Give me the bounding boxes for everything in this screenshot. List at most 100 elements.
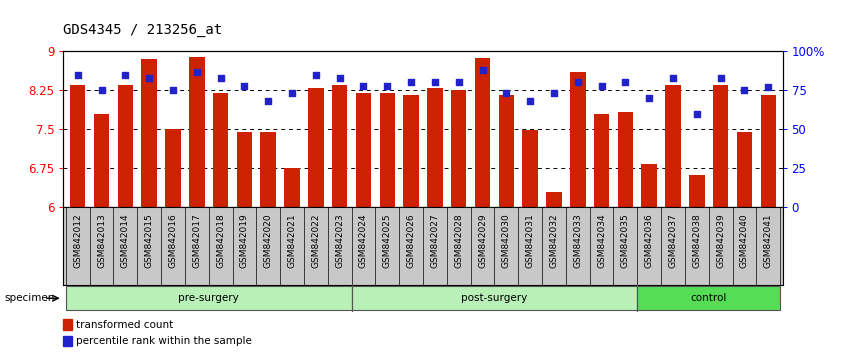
Text: pre-surgery: pre-surgery bbox=[179, 293, 239, 303]
Bar bbox=[665, 85, 681, 207]
Bar bbox=[618, 112, 633, 207]
Text: control: control bbox=[690, 293, 727, 303]
Point bbox=[71, 72, 85, 78]
FancyBboxPatch shape bbox=[66, 286, 352, 310]
Bar bbox=[70, 85, 85, 207]
Bar bbox=[355, 93, 371, 207]
FancyBboxPatch shape bbox=[352, 286, 637, 310]
Point bbox=[261, 98, 275, 104]
Text: post-surgery: post-surgery bbox=[461, 293, 528, 303]
Point bbox=[190, 69, 204, 74]
Point bbox=[761, 84, 775, 90]
Bar bbox=[737, 132, 752, 207]
Text: GSM842039: GSM842039 bbox=[717, 213, 725, 268]
Text: GSM842032: GSM842032 bbox=[549, 213, 558, 268]
Text: GSM842028: GSM842028 bbox=[454, 213, 464, 268]
Text: GSM842020: GSM842020 bbox=[264, 213, 272, 268]
Bar bbox=[689, 175, 705, 207]
Bar bbox=[118, 85, 133, 207]
Text: GSM842026: GSM842026 bbox=[407, 213, 415, 268]
Point bbox=[714, 75, 728, 81]
Bar bbox=[570, 72, 585, 207]
Text: GSM842029: GSM842029 bbox=[478, 213, 487, 268]
Text: GSM842035: GSM842035 bbox=[621, 213, 630, 268]
Point bbox=[357, 83, 371, 88]
Text: GSM842027: GSM842027 bbox=[431, 213, 439, 268]
Text: GSM842024: GSM842024 bbox=[359, 213, 368, 268]
Bar bbox=[761, 96, 776, 207]
Text: GSM842033: GSM842033 bbox=[574, 213, 582, 268]
FancyBboxPatch shape bbox=[637, 286, 780, 310]
Bar bbox=[165, 129, 181, 207]
Text: GSM842012: GSM842012 bbox=[74, 213, 82, 268]
Bar bbox=[237, 132, 252, 207]
Point bbox=[475, 67, 489, 73]
Point bbox=[95, 87, 108, 93]
Point bbox=[571, 80, 585, 85]
Text: GSM842034: GSM842034 bbox=[597, 213, 606, 268]
Text: GSM842041: GSM842041 bbox=[764, 213, 772, 268]
Point bbox=[524, 98, 537, 104]
Text: GSM842021: GSM842021 bbox=[288, 213, 297, 268]
Point bbox=[452, 80, 465, 85]
Text: transformed count: transformed count bbox=[76, 320, 173, 330]
Bar bbox=[713, 85, 728, 207]
Bar bbox=[547, 192, 562, 207]
Bar bbox=[594, 114, 609, 207]
Text: GSM842017: GSM842017 bbox=[192, 213, 201, 268]
Text: GSM842013: GSM842013 bbox=[97, 213, 106, 268]
Point bbox=[428, 80, 442, 85]
Point bbox=[500, 91, 514, 96]
Text: GSM842022: GSM842022 bbox=[311, 213, 321, 268]
Point bbox=[547, 91, 561, 96]
Bar bbox=[141, 59, 157, 207]
Text: GSM842040: GSM842040 bbox=[740, 213, 749, 268]
Text: GSM842025: GSM842025 bbox=[382, 213, 392, 268]
Text: percentile rank within the sample: percentile rank within the sample bbox=[76, 336, 252, 346]
Point bbox=[309, 72, 322, 78]
Text: GSM842015: GSM842015 bbox=[145, 213, 154, 268]
Bar bbox=[380, 93, 395, 207]
Text: GSM842036: GSM842036 bbox=[645, 213, 654, 268]
Point bbox=[332, 75, 346, 81]
Bar bbox=[284, 168, 299, 207]
Bar bbox=[404, 96, 419, 207]
Text: GSM842030: GSM842030 bbox=[502, 213, 511, 268]
Text: GDS4345 / 213256_at: GDS4345 / 213256_at bbox=[63, 23, 222, 37]
Bar bbox=[213, 93, 228, 207]
Bar bbox=[308, 88, 323, 207]
Text: GSM842038: GSM842038 bbox=[692, 213, 701, 268]
Point bbox=[595, 83, 608, 88]
Point bbox=[142, 75, 156, 81]
Bar bbox=[427, 88, 442, 207]
Point bbox=[381, 83, 394, 88]
Bar bbox=[94, 114, 109, 207]
Text: GSM842031: GSM842031 bbox=[525, 213, 535, 268]
Bar bbox=[498, 96, 514, 207]
Text: GSM842019: GSM842019 bbox=[240, 213, 249, 268]
Bar bbox=[63, 336, 72, 346]
Bar bbox=[641, 164, 657, 207]
Point bbox=[690, 111, 704, 116]
Text: specimen: specimen bbox=[4, 293, 55, 303]
Point bbox=[618, 80, 632, 85]
Point bbox=[404, 80, 418, 85]
Bar bbox=[451, 90, 466, 207]
Point bbox=[642, 95, 656, 101]
Text: GSM842016: GSM842016 bbox=[168, 213, 178, 268]
Point bbox=[285, 91, 299, 96]
Text: GSM842023: GSM842023 bbox=[335, 213, 344, 268]
Point bbox=[214, 75, 228, 81]
Point bbox=[738, 87, 751, 93]
Point bbox=[118, 72, 132, 78]
Bar bbox=[475, 58, 491, 207]
Bar bbox=[261, 132, 276, 207]
Point bbox=[667, 75, 680, 81]
Point bbox=[238, 83, 251, 88]
Bar bbox=[63, 319, 72, 330]
Bar bbox=[189, 57, 205, 207]
Bar bbox=[332, 85, 348, 207]
Text: GSM842037: GSM842037 bbox=[668, 213, 678, 268]
Text: GSM842018: GSM842018 bbox=[216, 213, 225, 268]
Point bbox=[166, 87, 179, 93]
